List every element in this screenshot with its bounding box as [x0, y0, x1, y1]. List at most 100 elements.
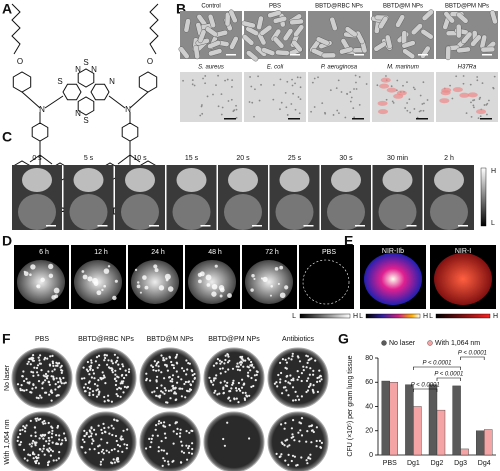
colony [163, 359, 166, 362]
colony [31, 371, 35, 374]
colony [248, 358, 251, 361]
colony [297, 398, 301, 401]
colony [316, 376, 319, 380]
colony [172, 442, 175, 445]
colony [190, 369, 193, 372]
mouse-body [378, 194, 417, 230]
colony [309, 457, 312, 460]
colony [158, 396, 161, 399]
fluorescence [386, 87, 397, 93]
colony [46, 377, 49, 380]
colony [254, 379, 257, 382]
cell [455, 75, 458, 78]
colorbar [365, 313, 421, 319]
colony [42, 444, 46, 447]
colony [125, 386, 128, 389]
colony [103, 395, 106, 399]
colony [249, 369, 252, 372]
colony [215, 374, 218, 377]
column-label: BBTD@PM NPs [445, 4, 489, 10]
colony [275, 381, 278, 384]
colony [253, 374, 256, 377]
colony [279, 381, 282, 384]
time-label: 5 s [84, 155, 94, 162]
cell [231, 79, 234, 82]
colony [157, 450, 160, 453]
colony [162, 356, 165, 360]
cell [260, 83, 262, 86]
colony [21, 375, 24, 378]
bar [452, 385, 461, 456]
colony [153, 390, 156, 393]
colony [185, 430, 188, 433]
colony [281, 358, 284, 361]
cell [350, 96, 353, 99]
signal [205, 274, 212, 281]
bacterium [228, 9, 238, 24]
atom-label: N [109, 77, 115, 86]
signal [51, 295, 56, 300]
cell [230, 98, 233, 101]
colony [299, 429, 302, 432]
x-tick-label: Dg3 [454, 460, 467, 467]
cell [349, 91, 352, 93]
colony [111, 371, 114, 374]
colony [58, 438, 61, 441]
colony [145, 372, 148, 375]
colony [47, 370, 50, 373]
petri-dish [203, 411, 265, 471]
colony [64, 439, 67, 442]
cell [365, 83, 368, 85]
colony [293, 455, 296, 458]
bacterium [282, 28, 294, 42]
y-tick-label: 80 [365, 355, 373, 362]
signal [260, 277, 264, 280]
signal [40, 277, 45, 283]
colony [286, 445, 289, 448]
signal [214, 264, 218, 268]
cell [235, 117, 238, 119]
colony [213, 377, 216, 380]
colony [88, 429, 91, 432]
cell [204, 82, 207, 85]
colorbar [435, 313, 491, 319]
colony [241, 391, 244, 394]
colony [95, 389, 98, 392]
colony [288, 444, 291, 447]
colony [230, 387, 233, 390]
cell [385, 98, 388, 101]
atom-label: N [91, 65, 97, 74]
ring [138, 71, 158, 93]
colony [115, 419, 118, 422]
mouse-head [73, 168, 104, 192]
colony [284, 366, 287, 369]
colony [309, 382, 312, 386]
colony [226, 353, 230, 356]
colony [157, 365, 160, 368]
colony [60, 364, 63, 367]
colony [89, 364, 93, 367]
colony [58, 451, 61, 454]
colony [148, 437, 151, 440]
cell [479, 115, 482, 118]
cell [296, 76, 299, 79]
cell [313, 106, 316, 108]
colony [38, 359, 41, 362]
colony [155, 364, 158, 367]
colony [171, 363, 174, 367]
lung-outline [302, 259, 350, 305]
colony [178, 387, 181, 390]
colony [126, 443, 129, 447]
colony [318, 439, 321, 442]
colony [114, 383, 117, 387]
cell [493, 75, 496, 78]
colony [58, 377, 62, 380]
colony [121, 450, 124, 453]
colony [311, 429, 314, 432]
colony [83, 377, 86, 380]
colony [175, 361, 178, 364]
colony [161, 464, 164, 467]
colony [34, 461, 38, 465]
colony [249, 364, 252, 367]
